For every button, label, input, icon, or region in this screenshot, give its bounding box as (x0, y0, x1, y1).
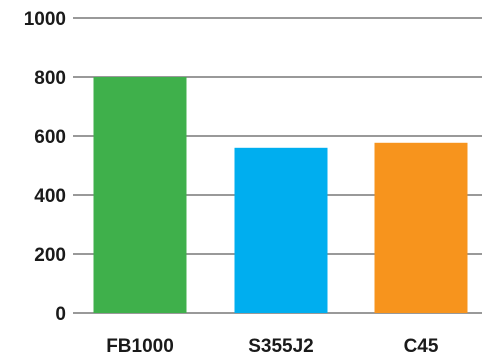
x-axis-labels: FB1000 S355J2 C45 (106, 336, 439, 357)
bar-s355j2 (234, 147, 328, 313)
bar-fb1000 (93, 77, 187, 313)
bars (93, 77, 468, 313)
x-category-label: C45 (404, 336, 439, 357)
bar-c45 (374, 142, 468, 313)
y-axis-ticks: 0 200 400 600 800 1000 (24, 9, 66, 325)
y-tick-label: 400 (34, 186, 66, 207)
y-tick-label: 200 (34, 245, 66, 266)
x-category-label: FB1000 (106, 336, 174, 357)
y-tick-label: 600 (34, 127, 66, 148)
y-tick-label: 0 (55, 304, 66, 325)
y-tick-label: 800 (34, 68, 66, 89)
x-category-label: S355J2 (248, 336, 314, 357)
y-tick-label: 1000 (24, 9, 66, 30)
